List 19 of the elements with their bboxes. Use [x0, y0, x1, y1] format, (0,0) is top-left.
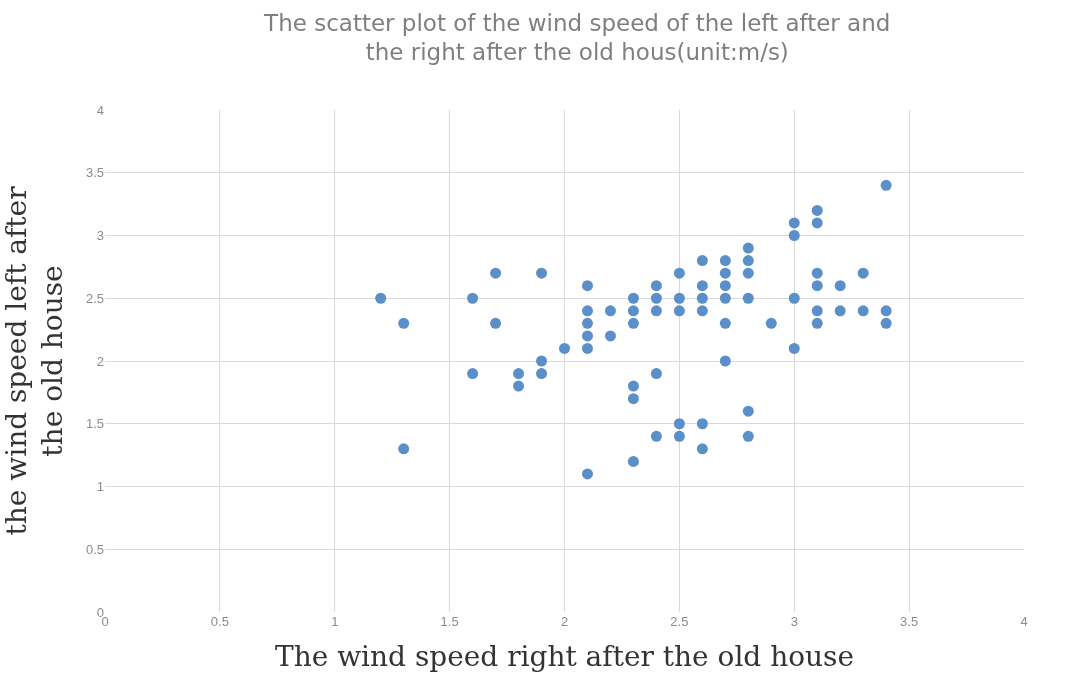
y-tick-label: 1.5: [85, 416, 104, 432]
x-tick-label: 3.5: [900, 614, 919, 629]
y-tick-label: 2.5: [85, 290, 104, 306]
x-tick-label: 4: [1020, 614, 1028, 629]
y-tick-label: 4: [96, 102, 104, 118]
x-axis-title: The wind speed right after the old house: [274, 640, 855, 674]
x-tick-label: 2: [560, 614, 569, 629]
x-tick-label: 1: [331, 614, 339, 629]
y-tick-label: 2: [96, 353, 104, 369]
y-tick-label: 3: [96, 228, 104, 244]
x-tick-label: 3: [790, 614, 798, 629]
y-tick-label: 3.5: [85, 165, 104, 181]
x-tick-label: 0.5: [210, 614, 229, 629]
chart-title: The scatter plot of the wind speed of the left after and the right after the old hous(unit:m/s): [263, 9, 891, 66]
y-tick-label: 0.5: [85, 541, 104, 557]
y-axis-title: the wind speed left after the old house: [0, 185, 70, 536]
y-tick-label: 1: [96, 479, 104, 495]
x-tick-label: 2.5: [670, 614, 689, 629]
x-tick-label: 1.5: [440, 614, 459, 629]
